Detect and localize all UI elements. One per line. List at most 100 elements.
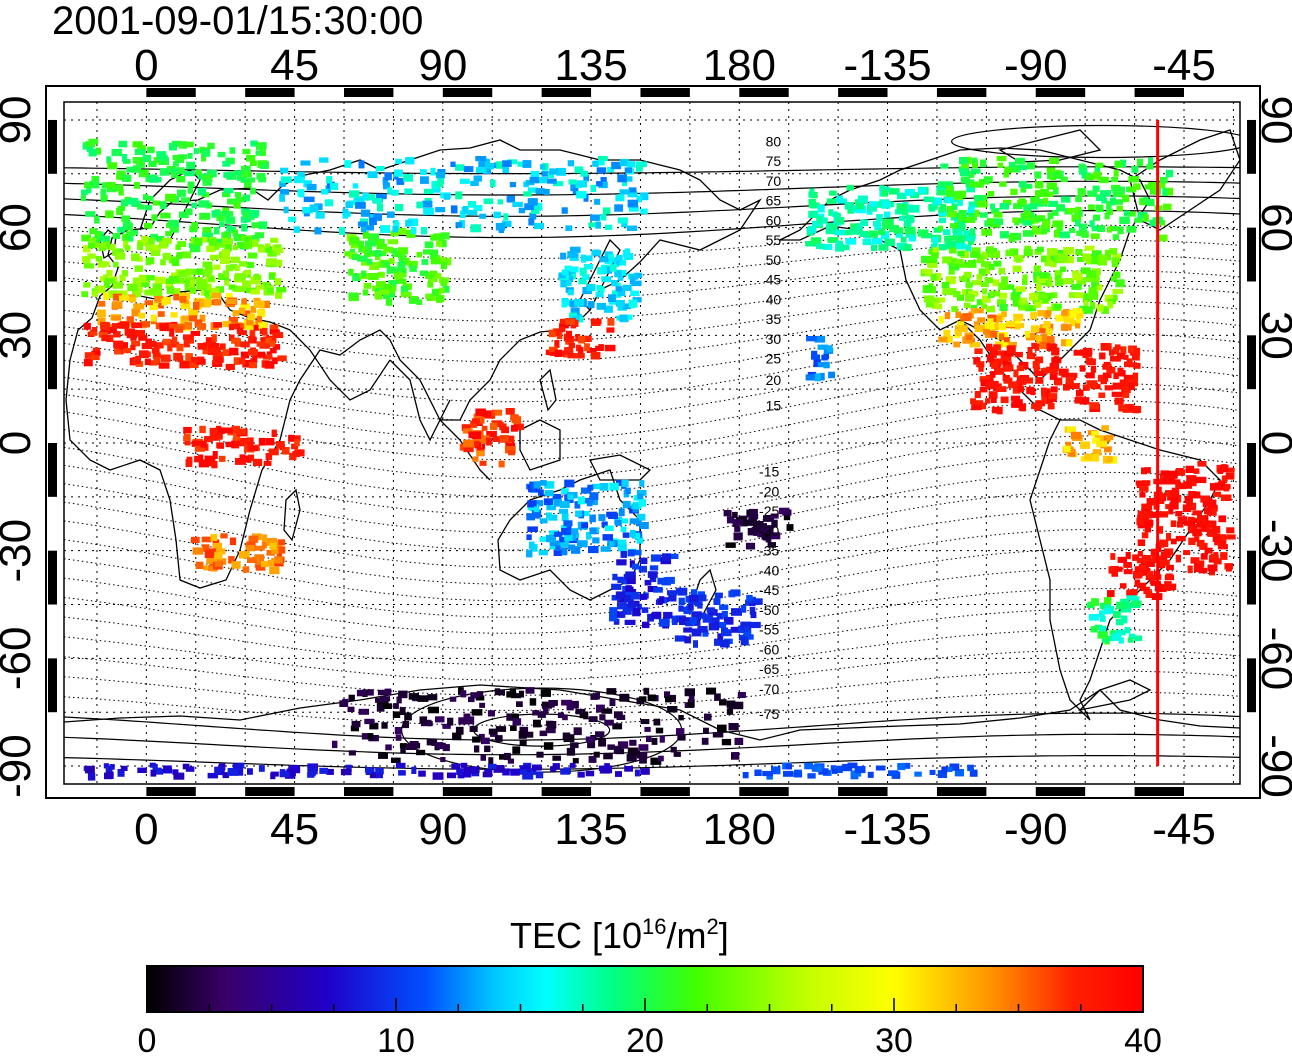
- tec-cell: [836, 195, 843, 203]
- tec-cell: [1075, 310, 1084, 319]
- tec-cell: [278, 539, 286, 546]
- tec-cell: [634, 769, 640, 777]
- tec-cell: [112, 301, 123, 309]
- tec-cell: [1082, 306, 1094, 314]
- tec-cell: [993, 218, 1004, 225]
- tec-cell: [1106, 366, 1116, 374]
- contour-label: -20: [759, 483, 779, 499]
- tec-cell: [379, 696, 391, 702]
- tec-cell: [1109, 248, 1118, 255]
- mlat-contour: [64, 588, 1240, 650]
- tec-cell: [880, 231, 890, 239]
- tec-cell: [639, 593, 648, 600]
- tec-cell: [567, 289, 574, 296]
- tec-cell: [1115, 629, 1126, 636]
- tec-cell: [586, 531, 592, 540]
- tec-cell: [250, 289, 260, 295]
- tec-cell: [399, 743, 407, 749]
- tec-cell: [202, 232, 214, 239]
- tec-cell: [619, 611, 626, 618]
- tec-cell: [225, 441, 235, 448]
- tec-cell: [938, 244, 950, 250]
- tec-cell: [156, 151, 166, 158]
- tec-cell: [611, 280, 618, 287]
- tec-cell: [122, 233, 129, 241]
- tec-cell: [617, 274, 624, 281]
- tec-cell: [410, 226, 417, 235]
- tec-cell: [617, 174, 627, 183]
- tec-cell: [624, 487, 631, 494]
- tec-cell: [561, 524, 567, 531]
- tec-cell: [540, 164, 546, 170]
- mlat-contour: [64, 453, 1240, 534]
- tec-cell: [238, 551, 250, 559]
- tec-cell: [285, 773, 296, 779]
- tec-cell: [375, 767, 384, 775]
- tec-cell: [617, 217, 628, 224]
- tec-cell: [631, 503, 639, 510]
- tec-cell: [683, 627, 693, 633]
- tec-cell: [1112, 253, 1122, 259]
- bottom-lon-label: 135: [554, 805, 627, 854]
- tec-cell: [351, 254, 360, 260]
- tec-cell: [565, 280, 572, 286]
- tec-cell: [202, 299, 212, 307]
- tec-cell: [274, 278, 282, 286]
- right-lat-label: -30: [1252, 519, 1292, 583]
- tec-cell: [979, 159, 987, 168]
- contour-label: 65: [766, 193, 782, 209]
- colorbar-title-sup: 16: [642, 914, 666, 939]
- tec-cell: [1185, 465, 1195, 473]
- tec-cell: [488, 728, 498, 735]
- tec-cell: [436, 296, 443, 303]
- tec-cell: [107, 244, 116, 251]
- tec-cell: [104, 278, 115, 284]
- tec-cell: [261, 561, 269, 568]
- tec-cell: [604, 266, 613, 274]
- tec-cell: [484, 410, 492, 418]
- tec-cell: [360, 209, 371, 217]
- tec-cell: [271, 558, 280, 564]
- tec-cell: [183, 426, 192, 434]
- tec-cell: [411, 766, 417, 774]
- tec-cell: [622, 284, 632, 291]
- tec-cell: [221, 249, 230, 258]
- tec-cell: [1100, 377, 1107, 385]
- tec-cell: [510, 725, 517, 731]
- tec-cell: [613, 618, 620, 625]
- tec-cell: [387, 239, 398, 245]
- tec-cell: [214, 551, 223, 560]
- tec-cell: [262, 281, 271, 289]
- tec-cell: [267, 250, 277, 257]
- tec-cell: [1122, 194, 1130, 203]
- tec-cell: [953, 341, 961, 348]
- tec-cell: [957, 294, 964, 301]
- tec-cell: [600, 177, 607, 183]
- tec-cell: [437, 177, 444, 185]
- tec-cell: [658, 755, 664, 762]
- tec-cell: [653, 718, 661, 726]
- tec-cell: [991, 208, 1000, 214]
- tec-cell: [595, 345, 604, 351]
- tec-cell: [570, 742, 579, 749]
- tec-cell: [842, 763, 853, 772]
- tec-cell: [111, 315, 121, 321]
- tec-cell: [590, 184, 596, 192]
- tec-cell: [1112, 288, 1124, 294]
- tec-cell: [101, 322, 111, 330]
- tec-cell: [1124, 627, 1131, 634]
- tec-cell: [1168, 508, 1174, 515]
- tec-cell: [964, 235, 976, 242]
- tec-cell: [1061, 310, 1068, 316]
- tec-cell: [603, 752, 613, 760]
- tec-cell: [600, 738, 606, 745]
- contour-label: 25: [766, 351, 782, 367]
- tec-cell: [587, 301, 595, 309]
- tec-cell: [945, 335, 953, 343]
- tec-cell: [326, 176, 333, 184]
- tec-cell: [602, 534, 613, 541]
- tec-cell: [233, 357, 240, 365]
- tec-cell: [1220, 534, 1226, 542]
- tec-cell: [169, 225, 179, 233]
- tec-cell: [1186, 500, 1193, 507]
